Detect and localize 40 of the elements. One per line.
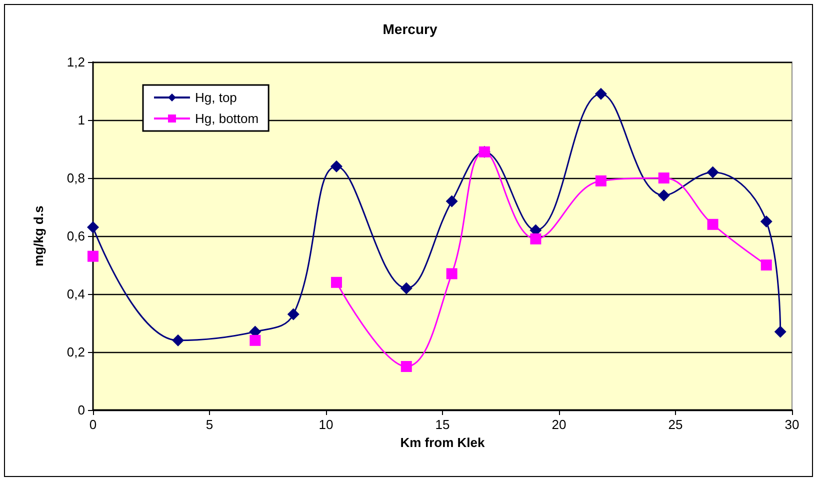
- point: [330, 160, 342, 172]
- x-tick-label: 5: [206, 417, 214, 432]
- point: [530, 233, 542, 244]
- point: [250, 334, 261, 346]
- point: [330, 276, 342, 288]
- point: [172, 334, 184, 346]
- legend-label: Hg, top: [195, 90, 237, 105]
- point: [594, 88, 607, 100]
- point: [706, 166, 719, 178]
- y-tick-label: 1: [78, 112, 85, 128]
- point: [760, 260, 772, 270]
- y-tick-label: 0: [78, 402, 85, 418]
- point: [400, 361, 412, 372]
- point: [88, 250, 98, 262]
- x-tick-label: 15: [435, 417, 450, 432]
- y-tick-label: 0,4: [66, 286, 85, 302]
- y-tick-label: 0,2: [66, 344, 85, 360]
- x-tick-label: 10: [318, 417, 334, 432]
- point: [658, 172, 670, 184]
- point: [446, 268, 458, 280]
- y-tick-label: 0,8: [66, 170, 85, 186]
- y-tick-label: 1,2: [66, 54, 85, 70]
- point: [658, 189, 670, 202]
- x-axis-title: Km from Klek: [400, 434, 486, 450]
- x-tick-label: 30: [784, 417, 800, 432]
- point: [287, 308, 300, 320]
- legend-label: Hg, bottom: [195, 111, 259, 126]
- point: [400, 282, 412, 294]
- point: [760, 216, 772, 228]
- point: [774, 326, 786, 338]
- x-tick-label: 25: [668, 417, 683, 432]
- point: [446, 195, 458, 208]
- x-tick-label: 20: [552, 417, 566, 432]
- y-tick-label: 0,6: [66, 228, 85, 244]
- point: [707, 218, 718, 230]
- point: [87, 221, 99, 234]
- point: [595, 175, 606, 186]
- chart-title: Mercury: [382, 21, 438, 37]
- y-axis-title: mg/kg d.s: [31, 206, 46, 266]
- x-tick-label: 0: [89, 417, 97, 432]
